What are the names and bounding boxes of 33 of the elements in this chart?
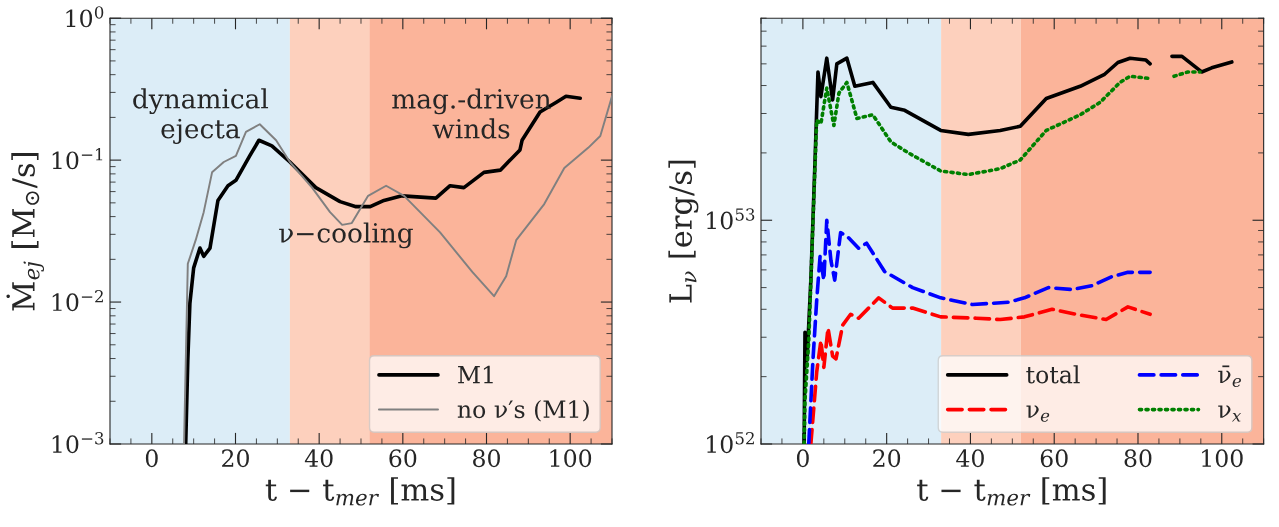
x-tick-label: 0 — [796, 449, 809, 468]
x-tick-label: 80 — [473, 449, 500, 468]
line-series — [806, 218, 1152, 444]
x-tick-label: 20 — [873, 449, 901, 468]
y-axis-title: L$_{ν}$ [erg/s] — [668, 160, 699, 303]
annotation: dynamical ejecta — [133, 88, 269, 145]
x-axis-title: t − t$_{mer}$ [ms] — [917, 477, 1106, 506]
y-tick-label: 10$^{−3}$ — [52, 431, 104, 454]
legend-label: M1 — [458, 365, 493, 384]
legend-label: no ν′s (M1) — [457, 399, 589, 422]
y-tick-label: 10$^{−2}$ — [52, 290, 103, 312]
x-tick-label: 100 — [1202, 449, 1243, 468]
y-tick-label: 10$^{53}$ — [707, 208, 755, 230]
y-tick-label: 10$^{52}$ — [707, 431, 754, 454]
x-tick-label: 0 — [145, 449, 158, 468]
x-tick-label: 60 — [389, 449, 417, 468]
legend-label: ν$_{e}$ — [1026, 405, 1050, 422]
x-tick-label: 60 — [1040, 449, 1068, 468]
y-tick-label: 10$^{0}$ — [66, 6, 104, 28]
x-tick-label: 40 — [956, 449, 984, 468]
x-tick-label: 80 — [1124, 449, 1152, 468]
x-tick-label: 100 — [550, 449, 592, 468]
y-tick-label: 10$^{−1}$ — [52, 148, 103, 170]
legend-label: ν$_{x}$ — [1218, 405, 1242, 422]
legend-label: total — [1026, 365, 1080, 384]
line-series — [809, 296, 1152, 444]
y-axis-title: Ṁ$_{ej}$ [M$_{⊙}$/s] — [6, 153, 45, 311]
legend-label: ν̄$_{e}$ — [1218, 365, 1241, 387]
x-tick-label: 20 — [222, 449, 249, 468]
annotation: mag.-driven winds — [392, 88, 551, 139]
annotation: ν−cooling — [279, 222, 413, 249]
x-axis-title: t − t$_{mer}$ [ms] — [265, 477, 455, 506]
x-tick-label: 40 — [304, 449, 333, 468]
